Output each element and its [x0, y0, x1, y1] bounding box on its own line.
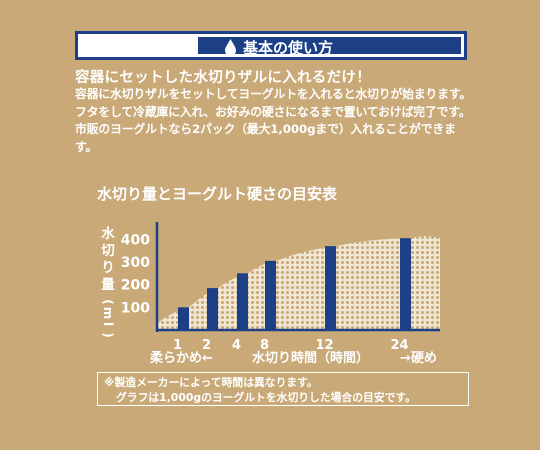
bar-24 — [400, 238, 411, 330]
y-label-char-2: り — [101, 260, 115, 276]
chart-title: 水切り量とヨーグルト硬さの目安表 — [97, 185, 338, 203]
bar-8 — [265, 260, 276, 330]
x-right-label: →硬め — [400, 351, 437, 366]
bar-12 — [325, 246, 336, 330]
y-label-char-7: ) — [101, 332, 115, 337]
note-box: ※製造メーカーによって時間は異なります。 グラフは1,000gのヨーグルトを水切… — [97, 372, 469, 406]
x-tick-8: 8 — [260, 338, 269, 353]
y-label-char-4: ( — [101, 299, 115, 304]
y-tick-400: 400 — [121, 232, 150, 248]
x-tick-24: 24 — [390, 338, 408, 353]
bar-2 — [207, 288, 218, 330]
y-tick-300: 300 — [121, 255, 150, 271]
x-tick-4: 4 — [232, 338, 241, 353]
y-label-char-5: m — [101, 307, 115, 320]
x-tick-12: 12 — [315, 338, 333, 353]
y-label-char-1: 切 — [101, 243, 115, 259]
note-line-1: ※製造メーカーによって時間は異なります。 — [104, 376, 318, 389]
section-title: 基本の使い方 — [243, 39, 334, 57]
note-line-2: グラフは1,000gのヨーグルトを水切りした場合の目安です。 — [116, 391, 416, 404]
y-tick-100: 100 — [121, 300, 150, 316]
bar-1 — [178, 307, 189, 330]
lead-text: 容器にセットした水切りザルに入れるだけ！ — [75, 70, 371, 86]
water-drop-icon — [225, 39, 236, 56]
bar-4 — [237, 273, 248, 330]
x-tick-1: 1 — [173, 338, 182, 353]
header-bar — [198, 37, 461, 54]
y-label-char-0: 水 — [101, 225, 115, 242]
y-label-char-6: l — [101, 322, 115, 326]
x-tick-2: 2 — [202, 338, 211, 353]
description-text: 容器に水切りザルをセットしてヨーグルトを入れると水切りが始まります。フタをして冷… — [75, 87, 472, 154]
x-left-label: 柔らかめ← — [149, 351, 213, 366]
x-axis-label: 水切り時間（時間） — [252, 350, 369, 366]
y-label-char-3: 量 — [101, 277, 115, 293]
section-header: 基本の使い方 — [75, 31, 467, 60]
y-tick-200: 200 — [121, 278, 150, 294]
dotted-area — [157, 236, 440, 330]
